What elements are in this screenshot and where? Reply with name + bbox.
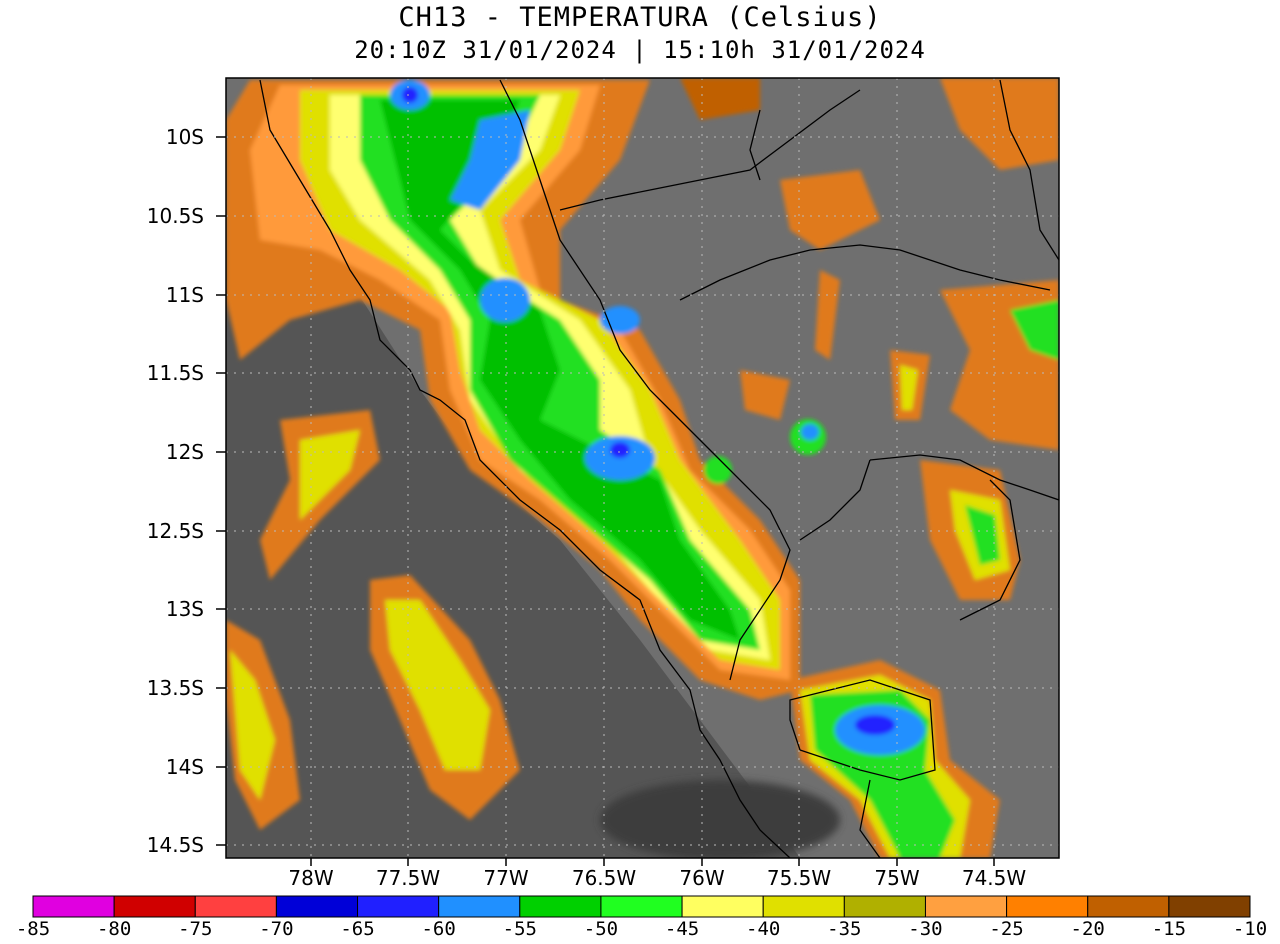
color-scale-label: -30	[908, 918, 943, 940]
color-scale-swatch	[681, 895, 764, 918]
lat-label: 10.5S	[146, 204, 204, 228]
color-scale-label: -20	[1070, 918, 1105, 940]
color-scale-label: -50	[583, 918, 619, 940]
color-scale-bar	[32, 895, 1251, 918]
color-scale-label: -45	[664, 918, 700, 940]
lon-label: 76W	[679, 866, 725, 890]
color-scale-swatch	[1168, 895, 1251, 918]
color-scale-label: -55	[502, 918, 537, 940]
lat-label: 12.5S	[146, 519, 204, 543]
political-borders	[259, 79, 1059, 858]
lat-label: 10S	[165, 125, 204, 149]
axis-ticks	[216, 136, 995, 866]
color-scale-label: -15	[1151, 918, 1187, 940]
color-scale-swatch	[357, 895, 440, 918]
lat-label: 13S	[165, 597, 204, 621]
map-frame	[225, 77, 1060, 859]
color-scale-swatch	[32, 895, 115, 918]
lon-label: 75W	[874, 866, 920, 890]
lat-label: 11S	[165, 283, 204, 307]
lon-label: 78W	[288, 866, 334, 890]
color-scale-swatch	[924, 895, 1008, 918]
cloud-fields	[226, 78, 1059, 858]
color-scale-label: -75	[178, 918, 213, 940]
lat-label: 14.5S	[146, 833, 204, 857]
lat-label: 11.5S	[146, 361, 204, 385]
lon-label: 77.5W	[375, 866, 441, 890]
map-title: CH13 - TEMPERATURA (Celsius)	[398, 2, 882, 33]
color-scale-swatch	[843, 895, 926, 918]
color-scale-swatch	[600, 895, 683, 918]
color-scale-swatch	[519, 895, 602, 918]
lon-label: 76.5W	[571, 866, 637, 890]
gridlines	[226, 78, 1059, 858]
color-scale-label: -65	[340, 918, 375, 940]
color-scale-label: -25	[989, 918, 1024, 940]
lat-label: 13.5S	[146, 676, 204, 700]
color-scale-label: -80	[96, 918, 132, 940]
lon-label: 74.5W	[961, 866, 1027, 890]
color-scale-swatch	[194, 895, 277, 918]
color-scale-swatch	[1006, 895, 1089, 918]
color-scale-swatch	[762, 895, 845, 918]
color-scale-swatch	[438, 895, 521, 918]
color-scale-label: -35	[827, 918, 862, 940]
map-timestamp: 20:10Z 31/01/2024 | 15:10h 31/01/2024	[354, 36, 926, 64]
lat-label: 12S	[165, 440, 204, 464]
color-scale-label: -60	[421, 918, 456, 940]
ocean-region	[226, 250, 800, 858]
color-scale-swatch	[113, 895, 196, 918]
color-scale-label: -85	[15, 918, 51, 940]
color-scale-label: -70	[259, 918, 294, 940]
color-scale-swatch	[275, 895, 359, 918]
lon-label: 75.5W	[766, 866, 832, 890]
map-area	[226, 78, 1059, 858]
color-scale-label: -40	[746, 918, 781, 940]
color-scale-label: -10	[1232, 918, 1268, 940]
lon-label: 77W	[483, 866, 529, 890]
lat-label: 14S	[165, 755, 204, 779]
color-scale-swatch	[1087, 895, 1170, 918]
